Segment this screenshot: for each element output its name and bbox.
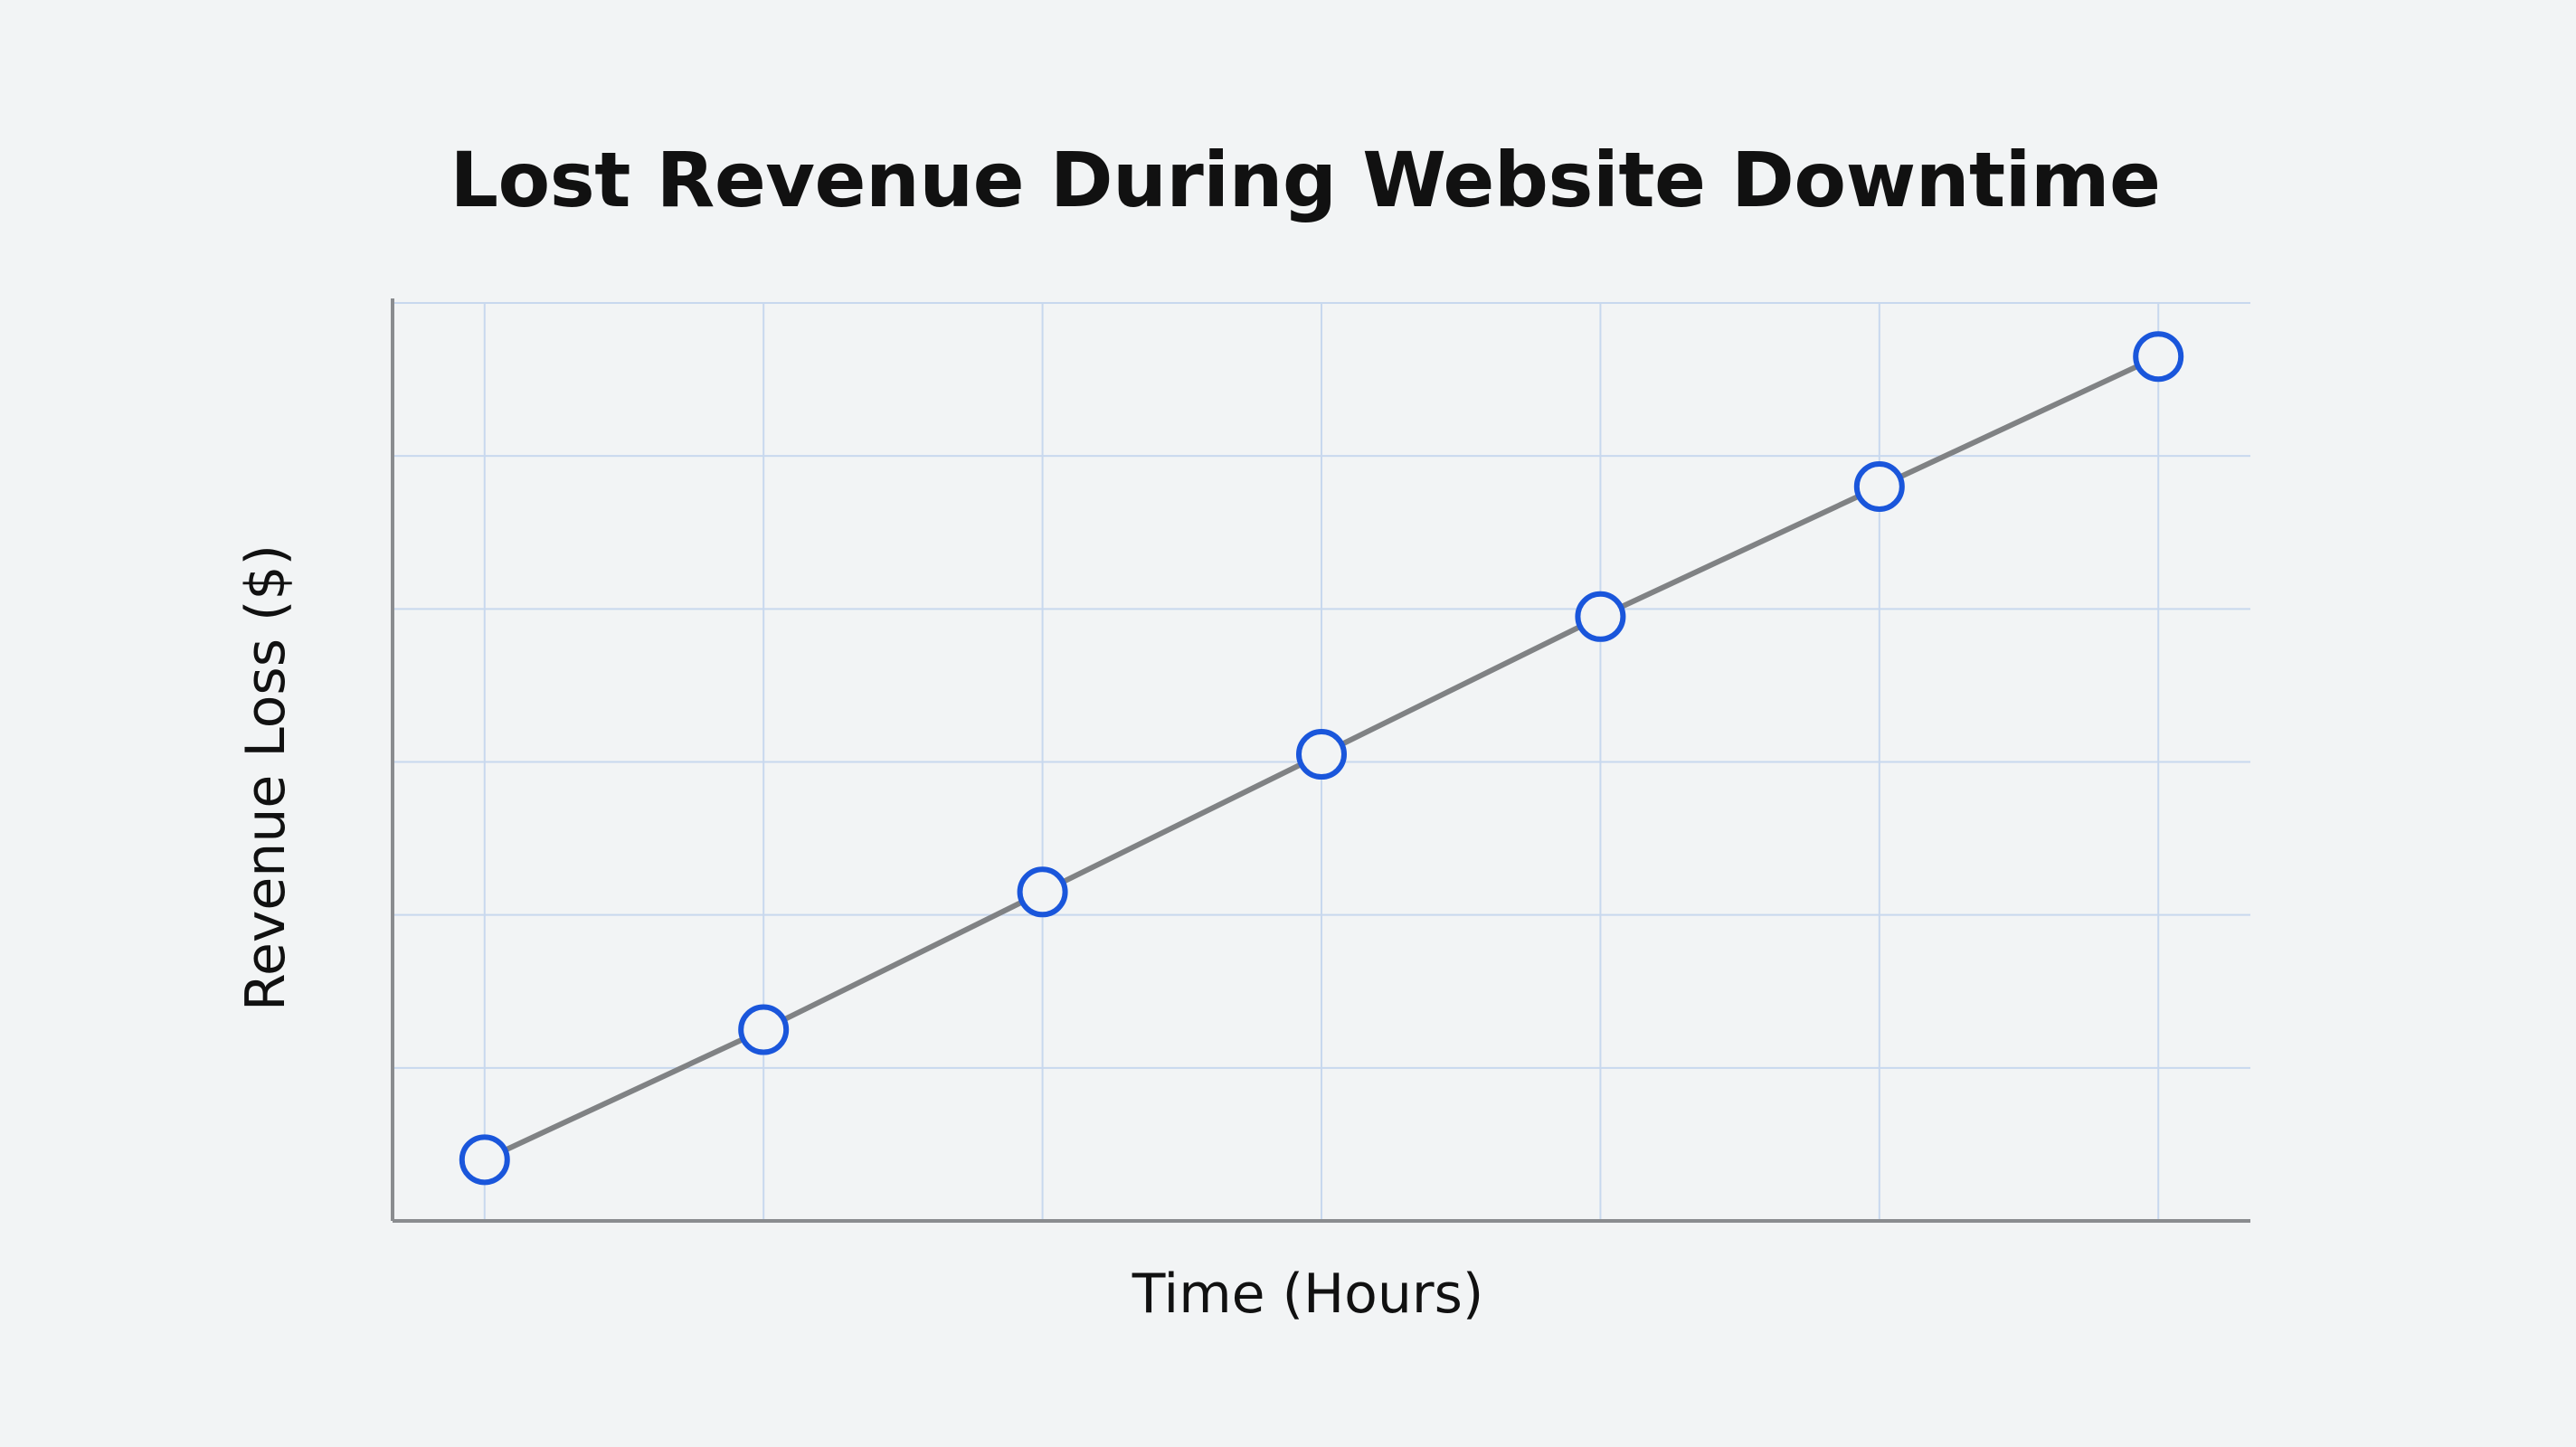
data-point-marker [1017,866,1068,918]
x-axis-label: Time (Hours) [1132,1263,1484,1326]
data-point-marker [459,1134,510,1186]
data-point-marker [1853,461,1905,512]
data-point-marker [1575,591,1626,642]
data-point-marker [738,1004,790,1055]
y-axis-label: Revenue Loss ($) [234,544,298,1012]
data-point-marker [2133,331,2184,383]
data-point-marker [1296,729,1347,780]
chart-title: Lost Revenue During Website Downtime [450,136,2161,224]
